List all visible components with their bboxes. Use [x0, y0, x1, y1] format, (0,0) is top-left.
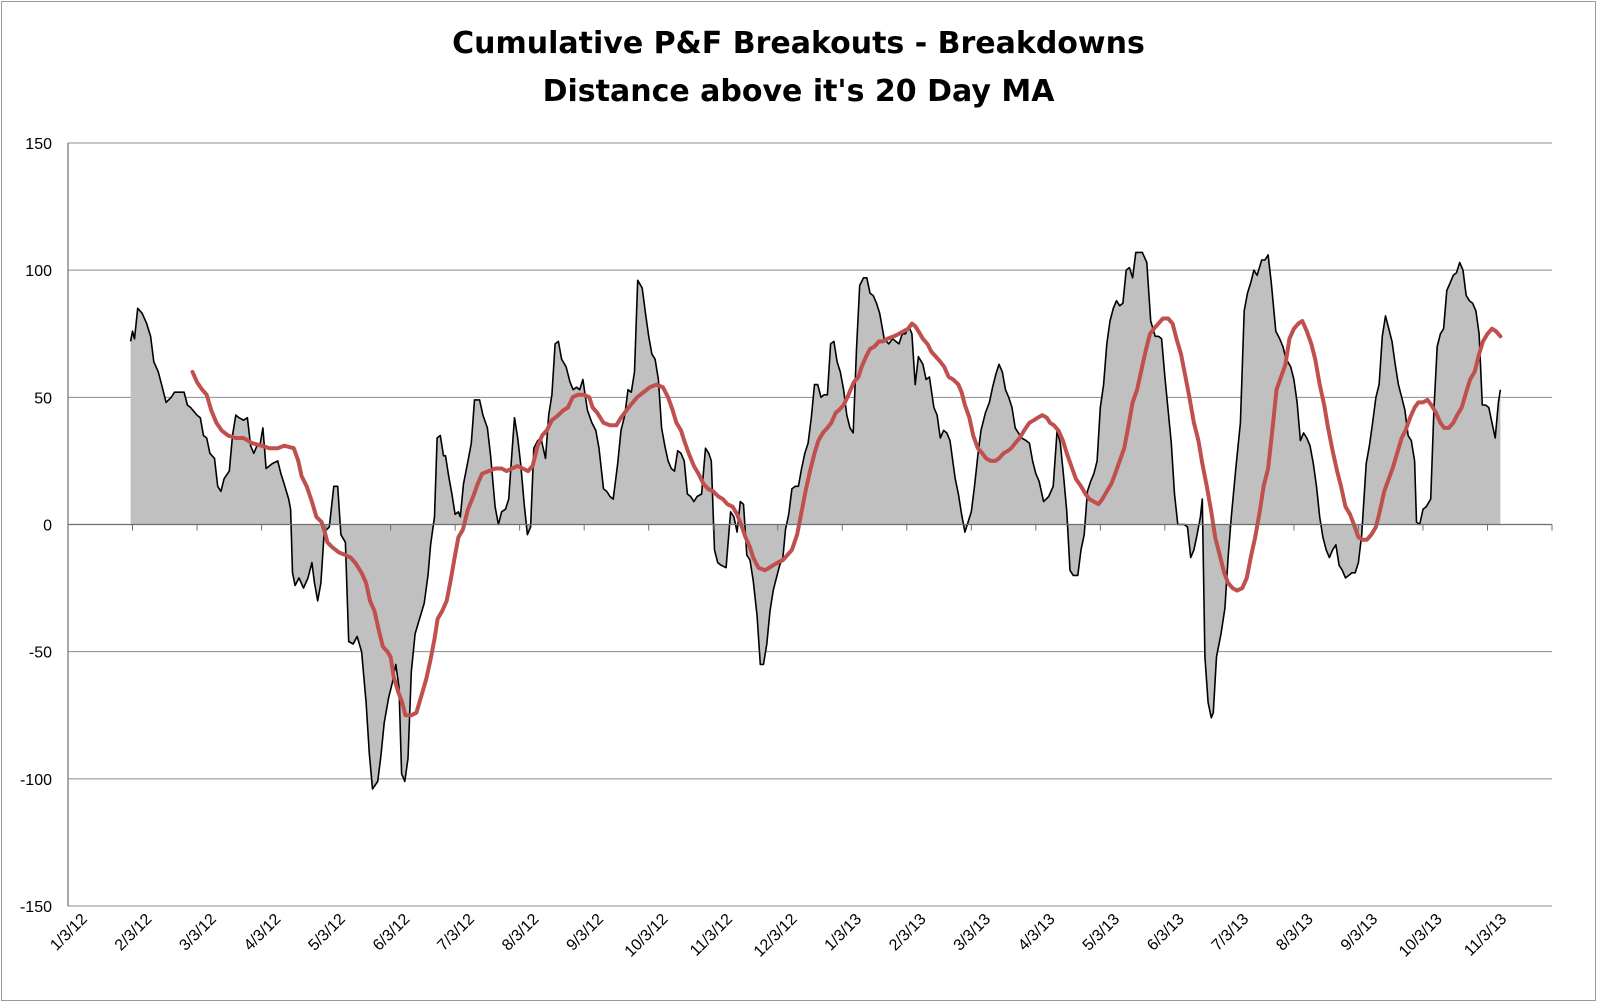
ma-line: [190, 316, 1503, 718]
x-tick-label: 6/3/12: [370, 911, 414, 955]
y-tick-label: 50: [34, 390, 52, 407]
x-tick-label: 10/3/13: [1396, 911, 1446, 961]
x-tick-label: 3/3/13: [951, 911, 995, 955]
x-tick-label: 2/3/12: [112, 911, 156, 955]
x-tick-label: 5/3/12: [305, 911, 349, 955]
x-tick-label: 5/3/13: [1080, 911, 1124, 955]
y-tick-label: -50: [29, 645, 52, 662]
x-tick-label: 1/3/12: [47, 911, 91, 955]
x-tick-label: 7/3/12: [434, 911, 478, 955]
y-tick-label: 150: [25, 136, 52, 153]
x-tick-label: 11/3/12: [687, 911, 736, 960]
x-tick-label: 7/3/13: [1209, 911, 1253, 955]
x-tick-label: 4/3/13: [1015, 911, 1059, 955]
y-tick-labels: 150 100 50 0 -50 -100 -150: [20, 136, 52, 916]
area-line: [129, 251, 1502, 790]
y-tick-label: 0: [43, 518, 52, 535]
chart-title: Cumulative P&F Breakouts - Breakdowns: [452, 26, 1145, 61]
area-fill: [130, 252, 1501, 789]
chart-subtitle: Distance above it's 20 Day MA: [542, 74, 1055, 109]
x-tick-label: 6/3/13: [1144, 911, 1188, 955]
x-tick-label: 3/3/12: [176, 911, 220, 955]
series-layer: [129, 251, 1503, 790]
x-tick-label: 12/3/12: [751, 911, 801, 961]
x-tick-label: 11/3/13: [1461, 911, 1510, 960]
x-tick-label: 9/3/13: [1338, 911, 1382, 955]
x-tick-label: 8/3/13: [1273, 911, 1317, 955]
x-tick-label: 8/3/12: [499, 911, 543, 955]
x-tick-label: 1/3/13: [822, 911, 866, 955]
x-tick-label: 10/3/12: [622, 911, 672, 961]
axes: [67, 143, 1553, 906]
y-tick-label: 100: [25, 263, 52, 280]
x-tick-label: 9/3/12: [564, 911, 608, 955]
x-tick-label: 4/3/12: [241, 911, 285, 955]
x-tick-labels: 1/3/12 2/3/12 3/3/12 4/3/12 5/3/12 6/3/12 7/3/…: [47, 911, 1510, 961]
y-tick-label: -150: [20, 899, 52, 916]
x-tick-label: 2/3/13: [886, 911, 930, 955]
y-tick-label: -100: [20, 772, 52, 789]
